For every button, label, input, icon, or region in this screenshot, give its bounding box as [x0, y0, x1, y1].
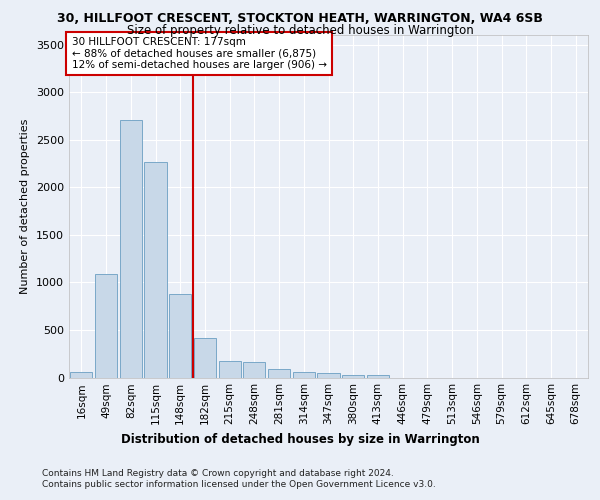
- Text: 30 HILLFOOT CRESCENT: 177sqm
← 88% of detached houses are smaller (6,875)
12% of: 30 HILLFOOT CRESCENT: 177sqm ← 88% of de…: [71, 36, 326, 70]
- Text: 30, HILLFOOT CRESCENT, STOCKTON HEATH, WARRINGTON, WA4 6SB: 30, HILLFOOT CRESCENT, STOCKTON HEATH, W…: [57, 12, 543, 26]
- Text: Contains HM Land Registry data © Crown copyright and database right 2024.: Contains HM Land Registry data © Crown c…: [42, 469, 394, 478]
- Bar: [194, 338, 216, 378]
- Bar: [293, 372, 315, 378]
- Y-axis label: Number of detached properties: Number of detached properties: [20, 118, 31, 294]
- Bar: [169, 294, 191, 378]
- Bar: [268, 369, 290, 378]
- Text: Size of property relative to detached houses in Warrington: Size of property relative to detached ho…: [127, 24, 473, 37]
- Bar: [95, 274, 117, 378]
- Bar: [367, 375, 389, 378]
- Bar: [70, 372, 92, 378]
- Text: Contains public sector information licensed under the Open Government Licence v3: Contains public sector information licen…: [42, 480, 436, 489]
- Bar: [218, 362, 241, 378]
- Bar: [145, 162, 167, 378]
- Bar: [119, 120, 142, 378]
- Text: Distribution of detached houses by size in Warrington: Distribution of detached houses by size …: [121, 432, 479, 446]
- Bar: [243, 362, 265, 378]
- Bar: [342, 374, 364, 378]
- Bar: [317, 372, 340, 378]
